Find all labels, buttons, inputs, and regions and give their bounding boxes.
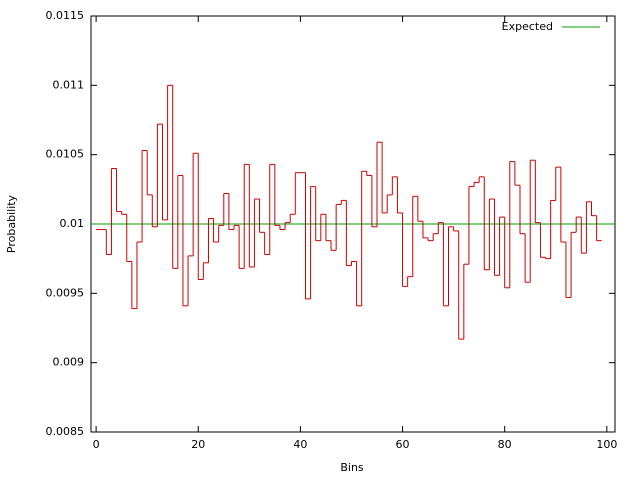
y-axis-label: Probability bbox=[5, 194, 18, 253]
y-tick-label: 0.0085 bbox=[46, 425, 85, 438]
x-tick-label: 0 bbox=[93, 438, 100, 451]
x-tick-label: 60 bbox=[396, 438, 410, 451]
y-tick-label: 0.011 bbox=[53, 78, 85, 91]
y-tick-label: 0.0115 bbox=[46, 9, 85, 22]
x-tick-label: 20 bbox=[191, 438, 205, 451]
legend-label: Expected bbox=[502, 20, 553, 33]
x-axis-label: Bins bbox=[340, 461, 364, 474]
y-tick-label: 0.009 bbox=[53, 356, 85, 369]
x-tick-label: 40 bbox=[293, 438, 307, 451]
y-tick-label: 0.0105 bbox=[46, 148, 85, 161]
y-tick-label: 0.01 bbox=[60, 217, 85, 230]
y-tick-label: 0.0095 bbox=[46, 286, 85, 299]
x-tick-label: 100 bbox=[596, 438, 617, 451]
x-tick-label: 80 bbox=[498, 438, 512, 451]
